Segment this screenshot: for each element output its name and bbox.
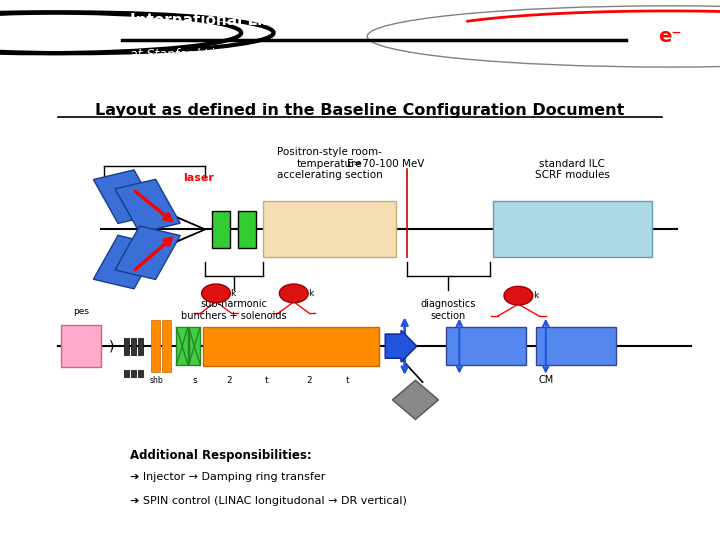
Text: t: t xyxy=(345,376,349,384)
FancyBboxPatch shape xyxy=(263,201,396,258)
Circle shape xyxy=(279,284,308,303)
FancyBboxPatch shape xyxy=(131,370,136,376)
FancyArrow shape xyxy=(385,330,417,362)
FancyBboxPatch shape xyxy=(138,338,143,355)
Text: k: k xyxy=(230,289,235,298)
FancyBboxPatch shape xyxy=(124,370,129,376)
Text: e⁻: e⁻ xyxy=(658,27,681,46)
Text: t: t xyxy=(264,376,269,384)
Text: sub-harmonic
bunchers + solenoids: sub-harmonic bunchers + solenoids xyxy=(181,300,287,321)
FancyBboxPatch shape xyxy=(61,325,101,367)
FancyBboxPatch shape xyxy=(131,338,136,355)
FancyBboxPatch shape xyxy=(124,338,129,355)
FancyBboxPatch shape xyxy=(162,320,171,372)
Circle shape xyxy=(202,284,230,303)
FancyBboxPatch shape xyxy=(138,370,143,376)
Text: diagnostics
section: diagnostics section xyxy=(420,300,475,321)
Text: k: k xyxy=(533,291,538,300)
Text: pes: pes xyxy=(73,307,89,316)
Text: Layout as defined in the Baseline Configuration Document: Layout as defined in the Baseline Config… xyxy=(95,103,625,118)
FancyBboxPatch shape xyxy=(536,327,616,365)
Text: s: s xyxy=(192,376,197,384)
FancyBboxPatch shape xyxy=(238,211,256,248)
Text: Positron-style room-
temperature
accelerating section: Positron-style room- temperature acceler… xyxy=(277,147,382,180)
FancyBboxPatch shape xyxy=(176,327,188,365)
FancyBboxPatch shape xyxy=(189,327,200,365)
Polygon shape xyxy=(94,170,158,224)
Text: 2: 2 xyxy=(226,376,232,384)
Text: shb: shb xyxy=(150,376,164,384)
Polygon shape xyxy=(94,235,158,289)
FancyBboxPatch shape xyxy=(493,201,652,258)
Polygon shape xyxy=(115,179,180,233)
Circle shape xyxy=(504,286,533,305)
Text: laser: laser xyxy=(184,173,215,183)
Text: ➔ Injector → Damping ring transfer: ➔ Injector → Damping ring transfer xyxy=(130,472,325,482)
Text: ): ) xyxy=(109,339,114,353)
Text: E=70-100 MeV: E=70-100 MeV xyxy=(346,159,424,168)
Text: CM: CM xyxy=(538,375,554,384)
Polygon shape xyxy=(392,380,438,420)
FancyBboxPatch shape xyxy=(203,327,379,366)
Text: International Linear Collider: International Linear Collider xyxy=(130,13,372,28)
Text: ➔ SPIN control (LINAC longitudonal → DR vertical): ➔ SPIN control (LINAC longitudonal → DR … xyxy=(130,496,407,505)
FancyBboxPatch shape xyxy=(151,320,160,372)
Text: Additional Responsibilities:: Additional Responsibilities: xyxy=(130,449,311,462)
Text: 2: 2 xyxy=(307,376,312,384)
Text: at Stanford Linear Accelerator Center: at Stanford Linear Accelerator Center xyxy=(130,48,364,61)
Polygon shape xyxy=(115,226,180,280)
FancyBboxPatch shape xyxy=(212,211,230,248)
Text: k: k xyxy=(308,289,313,298)
Text: standard ILC
SCRF modules: standard ILC SCRF modules xyxy=(535,159,610,180)
FancyBboxPatch shape xyxy=(446,327,526,365)
